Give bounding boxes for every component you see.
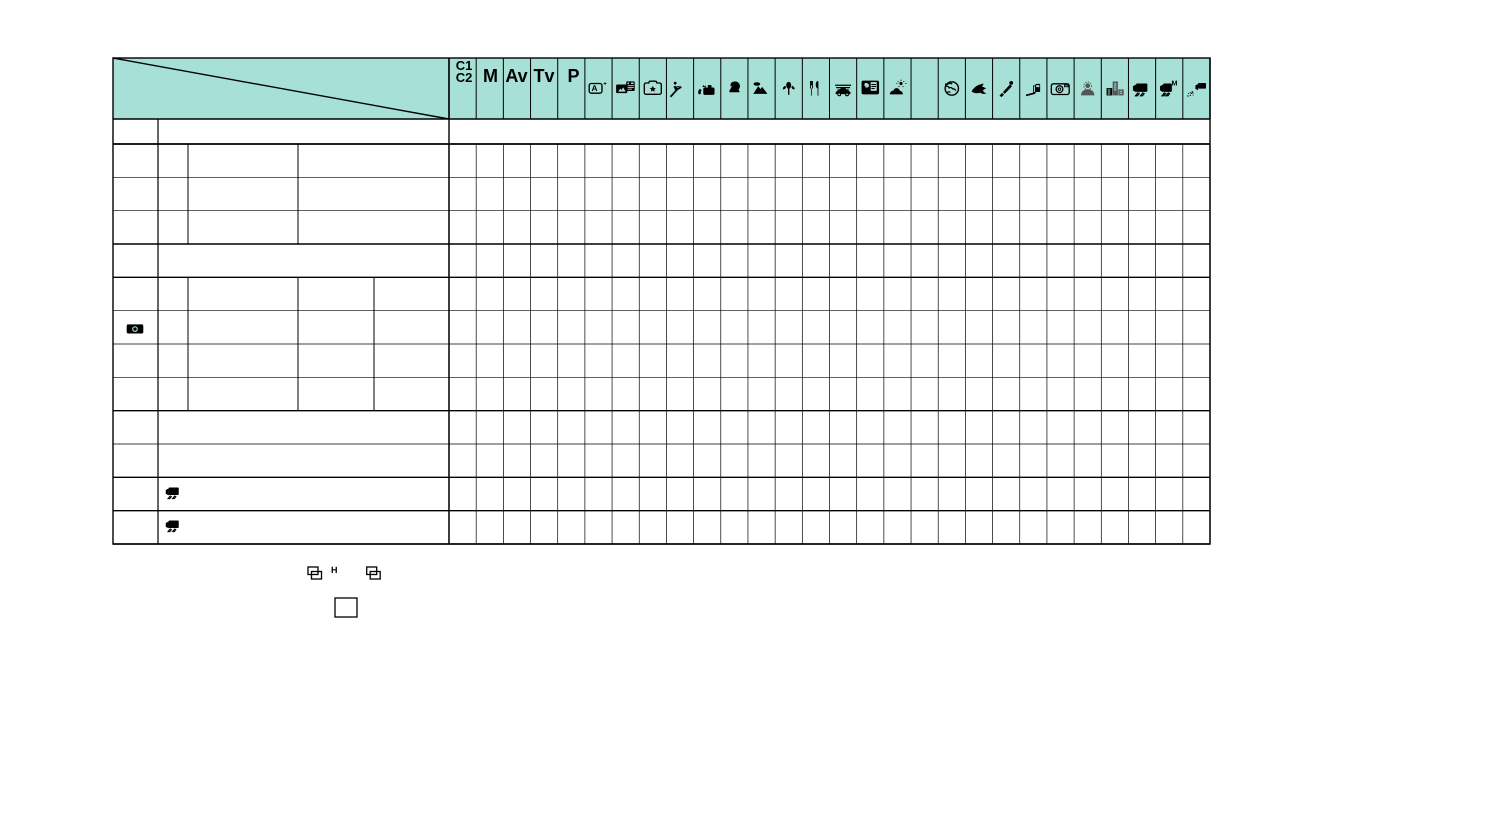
svg-text:H: H — [331, 565, 338, 575]
